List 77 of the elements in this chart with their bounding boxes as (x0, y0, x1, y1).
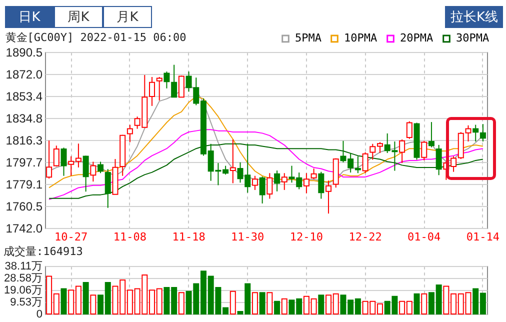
candlestick (90, 161, 96, 182)
candlestick (164, 71, 170, 89)
candlestick (362, 152, 368, 174)
y-tick-label: 1816.3 (6, 133, 43, 148)
candlestick (274, 170, 280, 192)
candlestick (60, 147, 67, 176)
line-series (48, 129, 484, 200)
bar (414, 293, 420, 314)
bar (90, 294, 96, 314)
bar (274, 300, 280, 314)
candlestick (406, 120, 412, 140)
legend-label: 20PMA (400, 32, 434, 45)
bar (60, 288, 67, 314)
bar (252, 292, 258, 314)
x-tick-label: 11-18 (172, 230, 206, 244)
candlestick (450, 156, 457, 172)
legend-label: 30PMA (456, 32, 490, 45)
x-tick-label: 01-04 (408, 230, 442, 244)
x-tick-label: 12-22 (348, 230, 382, 244)
bar (82, 282, 89, 314)
candlestick (310, 168, 317, 180)
y-tick-label: 1797.7 (6, 155, 43, 170)
x-tick-label: 12-10 (290, 230, 324, 244)
y-tick-label: 38.11万 (4, 260, 42, 272)
candlestick (82, 155, 89, 192)
text: 拉长K线 (445, 6, 503, 28)
y-tick-label: 1760.5 (6, 200, 43, 214)
y-tick-label: 9.53万 (10, 296, 42, 308)
candlestick (178, 75, 184, 98)
candlestick (428, 122, 434, 148)
y-tick-label: 1853.4 (6, 89, 43, 104)
candlestick (259, 176, 266, 204)
candlestick (318, 171, 324, 200)
candlestick (98, 161, 104, 174)
candlestick (171, 64, 178, 98)
bar (230, 290, 236, 314)
candlestick (472, 124, 479, 142)
legend-label: 5PMA (295, 32, 322, 45)
candlestick (104, 168, 111, 208)
candlestick (252, 175, 258, 190)
bar (266, 292, 273, 314)
x-tick-label: 11-08 (113, 230, 147, 244)
candlestick (53, 145, 60, 167)
bar (318, 294, 324, 314)
text: 周K (54, 6, 103, 28)
candlestick (399, 138, 406, 164)
x-tick-label: 11-30 (231, 230, 264, 244)
chart-title: 黄金[GC00Y] 2022-01-15 06:00 (5, 31, 186, 44)
y-tick-label: 19.06万 (4, 284, 42, 296)
y-tick-label: 1890.5 (6, 46, 43, 60)
candlestick (480, 124, 486, 142)
y-tick-label: 1779.1 (6, 178, 43, 192)
candlestick (436, 144, 442, 176)
x-tick-label: 01-14 (466, 230, 500, 244)
candlestick (156, 76, 162, 101)
y-tick-label: 0 (36, 308, 42, 320)
bar (281, 298, 288, 314)
candlestick (281, 172, 288, 190)
bar (259, 292, 266, 314)
y-tick-label: 1872.0 (6, 67, 43, 82)
bar (421, 293, 428, 314)
y-tick-label: 28.58万 (4, 272, 42, 285)
y-tick-label: 1834.8 (6, 112, 43, 126)
legend-label: 10PMA (344, 32, 378, 45)
candlestick (126, 124, 133, 143)
candlestick (421, 140, 428, 161)
candlestick (266, 172, 273, 200)
text: 月K (103, 6, 152, 28)
chart-title: 成交量:164913 (3, 245, 83, 258)
bar (178, 292, 184, 314)
y-tick-label: 1742.0 (6, 222, 43, 236)
line-series (48, 143, 484, 199)
candlestick (326, 180, 332, 214)
x-tick-label: 10-27 (54, 230, 88, 244)
text: 日K (5, 6, 54, 28)
candlestick (230, 138, 236, 184)
candlestick (303, 172, 310, 194)
